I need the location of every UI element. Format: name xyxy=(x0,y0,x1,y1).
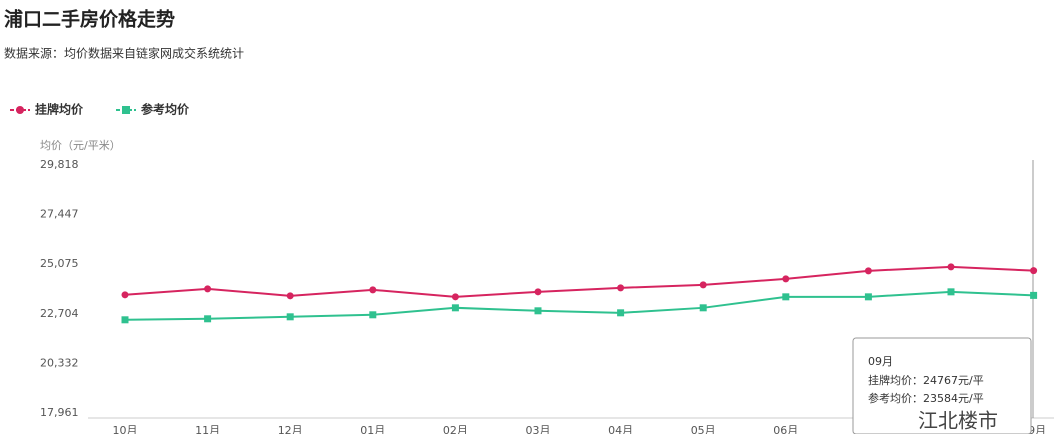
tooltip-line: 挂牌均价：24767元/平 xyxy=(868,373,984,387)
y-tick-label: 20,332 xyxy=(40,356,79,369)
data-point xyxy=(947,288,955,296)
data-point xyxy=(121,316,129,324)
data-point xyxy=(617,284,625,292)
data-point xyxy=(121,291,129,299)
tooltip-title: 09月 xyxy=(868,355,893,368)
tooltip-box xyxy=(852,337,1032,434)
data-point xyxy=(864,267,872,275)
legend-label: 挂牌均价 xyxy=(35,102,84,117)
data-point xyxy=(947,263,955,271)
data-point xyxy=(204,315,212,323)
watermark: 江北楼市 xyxy=(918,409,998,433)
data-point xyxy=(1030,267,1038,275)
x-tick-label: 04月 xyxy=(608,424,633,434)
tooltip-line: 参考均价：23584元/平 xyxy=(868,391,984,405)
y-tick-label: 17,961 xyxy=(40,406,79,419)
data-point xyxy=(782,275,790,283)
y-axis-label: 均价（元/平米） xyxy=(40,139,121,152)
legend-label: 参考均价 xyxy=(141,102,190,117)
x-tick-label: 03月 xyxy=(526,424,551,434)
series-line xyxy=(124,265,1034,298)
x-tick-label: 11月 xyxy=(195,424,220,434)
data-point xyxy=(782,293,790,301)
chart-subtitle: 数据来源：均价数据来自链家网成交系统统计 xyxy=(4,46,244,61)
data-point xyxy=(617,309,625,317)
y-tick-label: 29,818 xyxy=(40,158,79,171)
x-tick-label: 10月 xyxy=(113,424,138,434)
data-point xyxy=(1030,291,1038,299)
data-point xyxy=(534,288,542,296)
data-point xyxy=(451,304,459,312)
tooltip: 09月 挂牌均价：24767元/平 参考均价：23584元/平 xyxy=(852,337,1032,434)
data-point xyxy=(369,286,377,294)
legend-marker xyxy=(122,106,130,114)
data-point xyxy=(699,281,707,289)
x-tick-label: 12月 xyxy=(278,424,303,434)
data-point xyxy=(286,313,294,321)
data-point xyxy=(451,293,459,301)
series-line xyxy=(124,290,1034,321)
chart-title: 浦口二手房价格走势 xyxy=(4,8,175,31)
x-tick-label: 02月 xyxy=(443,424,468,434)
x-tick-label: 01月 xyxy=(360,424,385,434)
legend-marker xyxy=(16,106,24,114)
x-tick-label: 09月 xyxy=(1021,424,1046,434)
y-tick-label: 25,075 xyxy=(40,257,79,270)
data-point xyxy=(286,292,294,300)
x-tick-label: 06月 xyxy=(773,424,798,434)
data-point xyxy=(369,311,377,319)
x-tick-label: 05月 xyxy=(691,424,716,434)
data-point xyxy=(699,304,707,312)
y-tick-label: 27,447 xyxy=(40,208,79,221)
data-point xyxy=(864,293,872,301)
y-tick-label: 22,704 xyxy=(40,307,79,320)
data-point xyxy=(534,307,542,315)
data-point xyxy=(204,285,212,293)
